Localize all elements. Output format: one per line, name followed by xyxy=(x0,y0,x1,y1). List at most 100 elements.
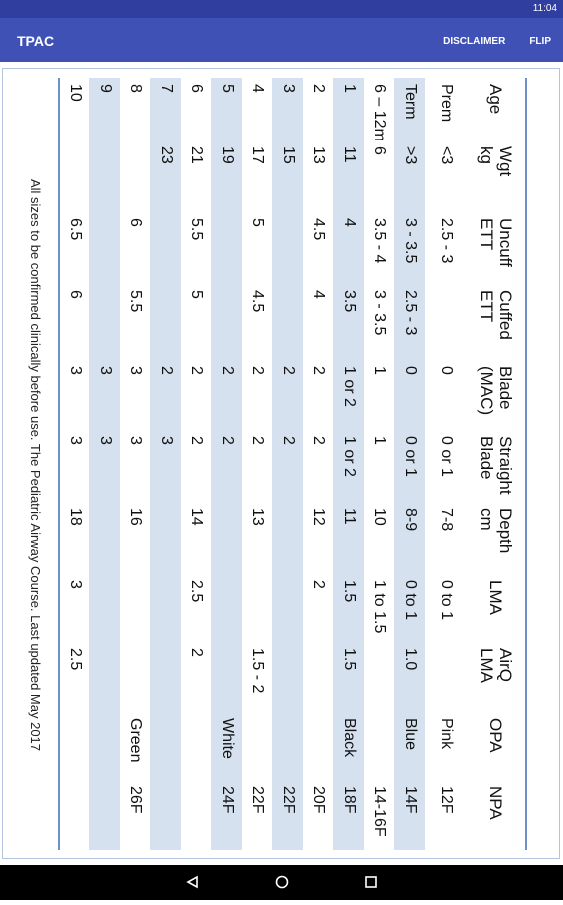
table-cell xyxy=(59,780,90,850)
table-cell xyxy=(272,642,303,712)
table-cell xyxy=(211,284,242,360)
table-cell: 2 xyxy=(150,360,181,430)
table-cell xyxy=(89,642,120,712)
header-line: LMA xyxy=(486,580,506,615)
table-cell: 5 xyxy=(188,290,206,299)
table-cell: 3 xyxy=(127,436,145,445)
table-cell: <3 xyxy=(438,146,455,165)
status-bar: 11:04 xyxy=(0,0,563,18)
disclaimer-button[interactable]: DISCLAIMER xyxy=(443,36,506,47)
rotated-table: Age Wgt kg Uncuff ETT Cuffed ETT Blade (MAC) Stra… xyxy=(15,70,535,860)
table-cell: 0 xyxy=(438,366,455,375)
table-cell: 0 or 1 xyxy=(394,430,425,502)
header-line: NPA xyxy=(486,786,506,820)
header-line: kg xyxy=(477,146,496,164)
column-header: NPA xyxy=(467,780,526,850)
table-cell: 20F xyxy=(310,786,328,814)
table-cell: White xyxy=(211,712,242,780)
table-cell: 5 xyxy=(211,78,242,140)
back-button[interactable] xyxy=(186,875,198,889)
header-line: OPA xyxy=(486,718,506,753)
table-cell: 2 xyxy=(188,648,206,657)
table-cell: Blue xyxy=(394,712,425,780)
nav-bar xyxy=(0,865,563,900)
table-cell: 18F xyxy=(333,780,364,850)
table-cell xyxy=(272,502,303,574)
table-cell xyxy=(242,712,273,780)
table-cell xyxy=(150,502,181,574)
table-cell: 8 xyxy=(127,84,145,93)
header-line: Uncuff xyxy=(496,218,515,267)
table-cell: 11 xyxy=(333,140,364,212)
table-cell: 6 xyxy=(188,84,206,93)
table-cell xyxy=(89,212,120,284)
table-cell: 8-9 xyxy=(394,502,425,574)
table-cell: 2 xyxy=(249,436,267,445)
table-cell: 2 xyxy=(272,430,303,502)
table-cell xyxy=(272,212,303,284)
table-cell xyxy=(303,712,334,780)
table-row: 7 23 2 3 xyxy=(150,78,181,850)
table-cell: 2 xyxy=(310,84,328,93)
table-cell xyxy=(120,574,151,642)
table-cell: 10 xyxy=(66,84,84,102)
table-cell: 1 or 2 xyxy=(333,430,364,502)
table-cell: 24F xyxy=(211,780,242,850)
table-cell: 6 xyxy=(127,218,145,227)
home-button[interactable] xyxy=(275,875,289,889)
flip-button[interactable]: FLIP xyxy=(529,36,551,47)
actions: DISCLAIMER FLIP xyxy=(419,36,551,47)
table-cell: 3 xyxy=(66,580,84,589)
table-cell: 1.5 - 2 xyxy=(249,648,267,694)
table-cell: 12 xyxy=(310,508,328,526)
table-cell xyxy=(181,780,212,850)
header-line: Blade xyxy=(496,366,515,410)
table-row: 2 13 4.5 4 2 2 12 2 20F xyxy=(303,78,334,850)
table-cell: 14F xyxy=(394,780,425,850)
header-line: Depth xyxy=(496,508,515,554)
column-header: Cuffed ETT xyxy=(467,284,526,360)
table-cell: 2 xyxy=(310,366,328,375)
table-cell: 6.5 xyxy=(66,218,84,241)
table-cell: 6 xyxy=(371,146,389,155)
table-cell: 3 xyxy=(89,360,120,430)
table-cell: 1 xyxy=(333,78,364,140)
table-cell xyxy=(211,212,242,284)
table-cell: 1 xyxy=(371,366,389,375)
header-row: Age Wgt kg Uncuff ETT Cuffed ETT Blade (MAC) Stra… xyxy=(467,78,526,850)
column-header: Wgt kg xyxy=(467,140,526,212)
table-row: Prem <3 2.5 - 3 0 0 or 1 7-8 0 to 1 Pink 12F xyxy=(425,78,467,850)
table-cell: 2.5 xyxy=(188,580,206,603)
table-cell: 0 xyxy=(394,360,425,430)
table-cell xyxy=(150,780,181,850)
table-cell: 12F xyxy=(438,786,455,814)
column-header: Age xyxy=(467,78,526,140)
table-row: 6 21 5.5 5 2 2 14 2.5 2 xyxy=(181,78,212,850)
table-cell xyxy=(150,712,181,780)
header-line: Cuffed xyxy=(496,290,515,340)
table-cell: 2 xyxy=(249,366,267,375)
table-cell: 3.5 - 4 xyxy=(371,218,389,264)
table: Age Wgt kg Uncuff ETT Cuffed ETT Blade (MAC) Stra… xyxy=(58,78,527,850)
table-cell: 9 xyxy=(89,78,120,140)
table-cell: 4.5 xyxy=(310,218,328,241)
table-cell xyxy=(150,212,181,284)
app-title: TPAC xyxy=(17,33,55,49)
table-cell xyxy=(150,574,181,642)
table-cell: 21 xyxy=(188,146,206,164)
recents-button[interactable] xyxy=(365,876,377,888)
app-bar: TPAC DISCLAIMER FLIP xyxy=(0,18,563,62)
table-cell: 3 xyxy=(150,430,181,502)
table-cell xyxy=(364,642,395,712)
table-cell: 3 xyxy=(127,366,145,375)
table-cell: 3 - 3.5 xyxy=(394,212,425,284)
column-header: LMA xyxy=(467,574,526,642)
table-cell xyxy=(272,712,303,780)
header-line: Age xyxy=(486,84,506,115)
table-cell xyxy=(211,574,242,642)
table-cell xyxy=(120,642,151,712)
table-cell xyxy=(59,712,90,780)
